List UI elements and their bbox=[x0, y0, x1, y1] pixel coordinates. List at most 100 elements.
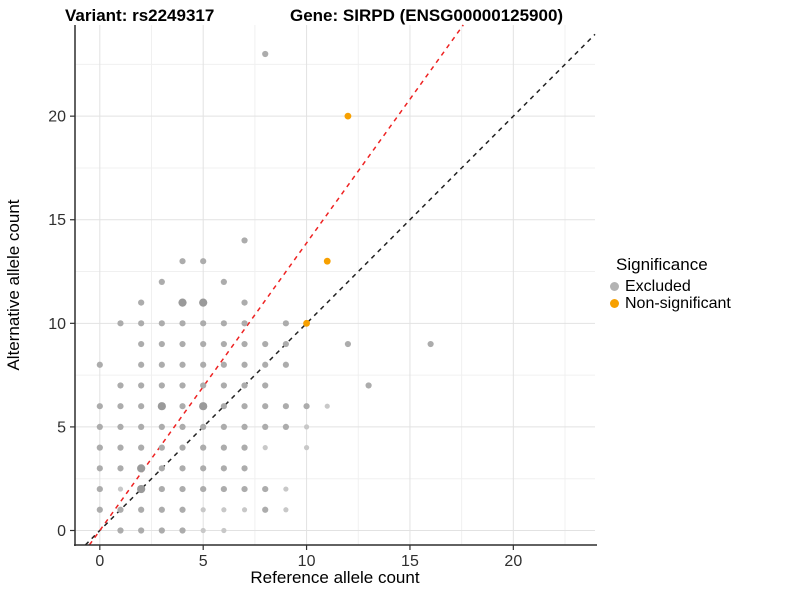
non-significant-point bbox=[323, 257, 331, 265]
excluded-point bbox=[179, 527, 186, 534]
non-significant-point bbox=[303, 319, 310, 327]
excluded-point bbox=[282, 403, 289, 410]
excluded-point bbox=[241, 403, 248, 410]
excluded-point bbox=[179, 465, 186, 472]
excluded-point bbox=[138, 382, 145, 389]
excluded-point bbox=[200, 507, 206, 513]
excluded-point bbox=[138, 527, 145, 534]
excluded-point bbox=[220, 320, 227, 327]
excluded-point bbox=[344, 340, 352, 348]
excluded-point bbox=[262, 403, 269, 410]
excluded-point bbox=[241, 299, 248, 306]
variant-title: Variant: rs2249317 bbox=[65, 6, 215, 25]
excluded-point bbox=[241, 444, 248, 451]
identity-line bbox=[84, 33, 596, 546]
excluded-point bbox=[158, 506, 165, 513]
excluded-point bbox=[117, 465, 124, 472]
excluded-point bbox=[117, 403, 124, 410]
excluded-point bbox=[303, 424, 310, 430]
excluded-point bbox=[179, 506, 186, 513]
excluded-point bbox=[282, 423, 289, 431]
excluded-point bbox=[283, 507, 289, 513]
excluded-point bbox=[117, 527, 124, 534]
excluded-dot-icon bbox=[610, 282, 619, 291]
excluded-point bbox=[96, 444, 103, 451]
excluded-point bbox=[96, 506, 103, 513]
y-tick-label: 5 bbox=[57, 419, 66, 436]
excluded-point bbox=[200, 320, 207, 327]
x-tick-label: 0 bbox=[95, 553, 104, 570]
excluded-point bbox=[117, 506, 124, 513]
excluded-point bbox=[117, 444, 124, 451]
excluded-point bbox=[241, 237, 248, 244]
non-significant-dot-icon bbox=[610, 299, 619, 308]
excluded-point bbox=[179, 423, 186, 431]
excluded-point bbox=[200, 444, 207, 451]
excluded-point bbox=[241, 340, 248, 348]
excluded-point bbox=[324, 403, 330, 409]
non-significant-point bbox=[344, 112, 352, 120]
excluded-point bbox=[117, 423, 124, 431]
excluded-point bbox=[262, 340, 269, 348]
excluded-point bbox=[137, 484, 146, 494]
y-axis-title: Alternative allele count bbox=[4, 199, 23, 371]
excluded-point bbox=[241, 361, 248, 368]
excluded-point bbox=[427, 340, 434, 348]
excluded-point bbox=[200, 423, 207, 431]
excluded-point bbox=[138, 320, 145, 327]
excluded-point bbox=[179, 485, 186, 493]
excluded-point bbox=[220, 465, 227, 472]
excluded-point bbox=[241, 382, 248, 389]
excluded-point bbox=[221, 527, 227, 534]
excluded-point bbox=[200, 361, 207, 368]
excluded-point bbox=[179, 340, 186, 348]
excluded-point bbox=[200, 258, 207, 265]
excluded-point bbox=[303, 403, 310, 410]
excluded-point bbox=[96, 361, 103, 368]
excluded-point bbox=[179, 382, 186, 389]
excluded-point bbox=[241, 320, 248, 327]
excluded-point bbox=[262, 506, 269, 513]
excluded-point bbox=[262, 382, 269, 389]
gene-title: Gene: SIRPD (ENSG00000125900) bbox=[290, 6, 564, 25]
excluded-point bbox=[262, 361, 269, 368]
excluded-point bbox=[241, 423, 248, 431]
excluded-point bbox=[220, 403, 227, 410]
excluded-point bbox=[199, 402, 208, 411]
y-tick-label: 20 bbox=[48, 109, 66, 126]
excluded-point bbox=[262, 423, 269, 431]
excluded-point bbox=[179, 361, 186, 368]
excluded-point bbox=[117, 486, 124, 492]
x-tick-label: 10 bbox=[298, 553, 316, 570]
excluded-point bbox=[283, 486, 289, 492]
excluded-point bbox=[138, 340, 145, 348]
excluded-point bbox=[199, 298, 208, 307]
excluded-point bbox=[117, 320, 124, 327]
excluded-point bbox=[282, 361, 289, 368]
excluded-point bbox=[179, 403, 186, 410]
excluded-point bbox=[220, 278, 227, 285]
excluded-point bbox=[220, 340, 227, 348]
excluded-point bbox=[282, 340, 289, 348]
excluded-point bbox=[262, 485, 269, 493]
excluded-point bbox=[262, 445, 268, 451]
excluded-point bbox=[365, 382, 372, 389]
excluded-point bbox=[96, 485, 103, 493]
excluded-point bbox=[138, 299, 145, 306]
excluded-point bbox=[137, 464, 146, 473]
excluded-point bbox=[138, 506, 145, 513]
excluded-point bbox=[200, 465, 207, 472]
excluded-point bbox=[220, 485, 227, 493]
excluded-point bbox=[138, 444, 145, 451]
legend-label-excluded: Excluded bbox=[625, 277, 691, 295]
excluded-point bbox=[157, 402, 166, 411]
legend: Significance Excluded Non-significant bbox=[606, 255, 731, 312]
x-axis-title: Reference allele count bbox=[250, 568, 420, 587]
excluded-point bbox=[200, 527, 206, 534]
excluded-point bbox=[158, 527, 165, 534]
excluded-point bbox=[200, 485, 207, 493]
excluded-point bbox=[220, 382, 227, 389]
excluded-point bbox=[282, 320, 289, 327]
excluded-point bbox=[138, 403, 145, 410]
y-tick-label: 15 bbox=[48, 212, 66, 229]
